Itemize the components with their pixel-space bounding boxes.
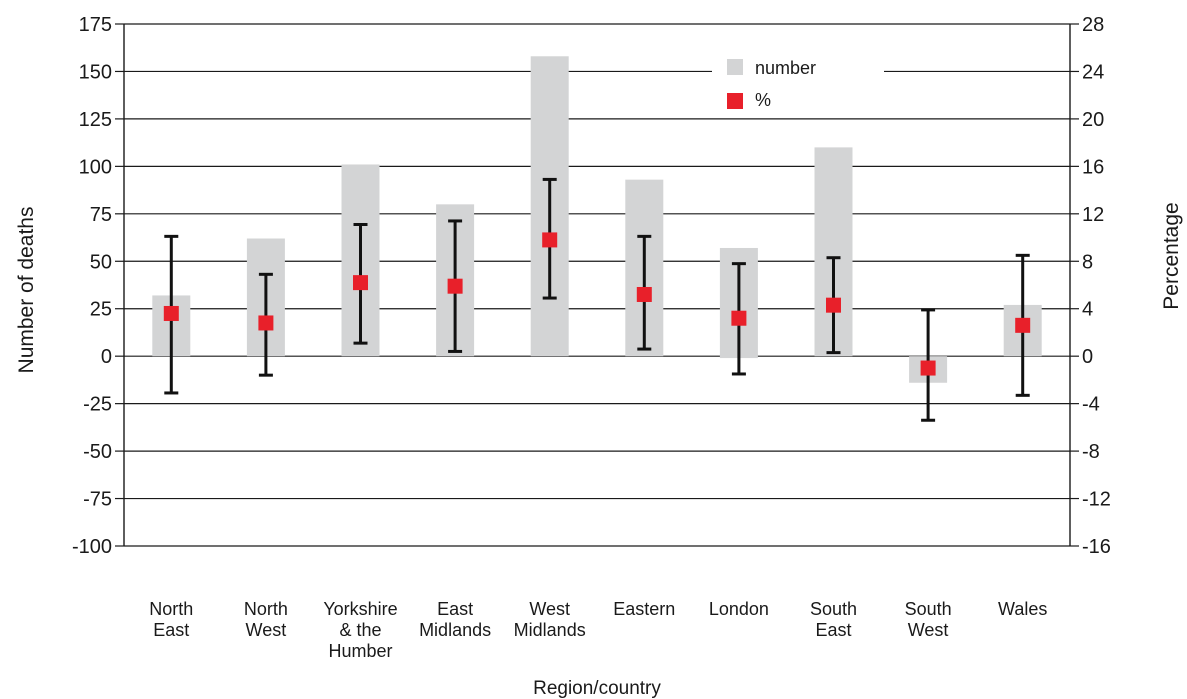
percentage-points xyxy=(163,232,1031,376)
point-percent xyxy=(826,297,841,313)
category-label-line: West xyxy=(529,599,570,619)
y-tick-label-left: -75 xyxy=(83,489,112,511)
x-axis-title: Region/country xyxy=(533,678,661,699)
category-label-line: Eastern xyxy=(613,599,675,619)
y-tick-label-left: 100 xyxy=(79,156,112,178)
legend-swatch-percent xyxy=(727,93,743,109)
point-percent xyxy=(920,360,936,376)
point-percent xyxy=(258,315,274,331)
left-axis-tick-labels: 175 150 125 100 75 50 25 0 -25 -50 -75 -100 xyxy=(72,14,112,558)
point-percent xyxy=(636,286,652,302)
category-label: London xyxy=(709,599,769,619)
y-tick-label-right: 16 xyxy=(1082,156,1104,178)
category-label-line: South xyxy=(810,599,857,619)
category-label-line: Wales xyxy=(998,599,1047,619)
y-tick-label-right: -12 xyxy=(1082,489,1111,511)
y-tick-label-left: -50 xyxy=(83,441,112,463)
y-tick-label-left: 75 xyxy=(90,204,112,226)
y-tick-label-right: 12 xyxy=(1082,204,1104,226)
category-label-line: North xyxy=(149,599,193,619)
percentage-error-bars xyxy=(164,177,1030,422)
y-axis-title-right: Percentage xyxy=(1160,202,1183,309)
category-label-line: North xyxy=(244,599,288,619)
y-tick-label-left: 150 xyxy=(79,61,112,83)
point-percent xyxy=(353,275,368,291)
legend-label-percent: % xyxy=(755,90,771,110)
y-tick-label-right: 28 xyxy=(1082,14,1104,36)
axes xyxy=(115,23,1079,547)
y-tick-label-left: 175 xyxy=(79,14,112,36)
right-axis-tick-labels: 28 24 20 16 12 8 4 0 -4 -8 -12 -16 xyxy=(1082,14,1111,558)
point-percent xyxy=(447,278,463,294)
category-label-line: East xyxy=(153,620,189,640)
category-label: South East xyxy=(810,599,857,640)
y-axis-title-left: Number of deaths xyxy=(15,207,38,374)
y-tick-label-right: 0 xyxy=(1082,346,1093,368)
category-label: Yorkshire & the Humber xyxy=(323,599,397,661)
category-label: North East xyxy=(149,599,193,640)
category-label: Eastern xyxy=(613,599,675,619)
y-tick-label-right: 24 xyxy=(1082,61,1104,83)
y-tick-label-right: 4 xyxy=(1082,299,1093,321)
y-tick-label-right: -8 xyxy=(1082,441,1100,463)
y-tick-label-left: -25 xyxy=(83,394,112,416)
category-label: North West xyxy=(244,599,288,640)
y-tick-label-right: 8 xyxy=(1082,251,1093,273)
category-label: South West xyxy=(905,599,952,640)
category-label: West Midlands xyxy=(514,599,586,640)
category-label: East Midlands xyxy=(419,599,491,640)
number-bars xyxy=(152,56,1042,383)
category-label-line: & the xyxy=(339,620,381,640)
category-label-line: Midlands xyxy=(514,620,586,640)
category-label: Wales xyxy=(998,599,1047,619)
y-tick-label-left: 50 xyxy=(90,251,112,273)
y-tick-label-right: -4 xyxy=(1082,394,1100,416)
category-label-line: East xyxy=(815,620,851,640)
point-percent xyxy=(542,232,558,248)
y-tick-label-right: -16 xyxy=(1082,536,1111,558)
category-label-line: West xyxy=(908,620,949,640)
point-percent xyxy=(1015,317,1031,333)
category-label-line: West xyxy=(246,620,287,640)
y-tick-label-left: 0 xyxy=(101,346,112,368)
category-label-line: Yorkshire xyxy=(323,599,397,619)
legend-label-number: number xyxy=(755,58,816,78)
category-label-line: Midlands xyxy=(419,620,491,640)
legend: number % xyxy=(712,55,884,117)
category-label-line: South xyxy=(905,599,952,619)
y-tick-label-left: 25 xyxy=(90,299,112,321)
y-tick-label-right: 20 xyxy=(1082,109,1104,131)
category-label-line: East xyxy=(437,599,473,619)
y-tick-label-left: -100 xyxy=(72,536,112,558)
point-percent xyxy=(731,310,747,326)
legend-swatch-number xyxy=(727,59,743,75)
category-label-line: Humber xyxy=(328,641,392,661)
category-label-line: London xyxy=(709,599,769,619)
y-tick-label-left: 125 xyxy=(79,109,112,131)
point-percent xyxy=(163,305,179,321)
